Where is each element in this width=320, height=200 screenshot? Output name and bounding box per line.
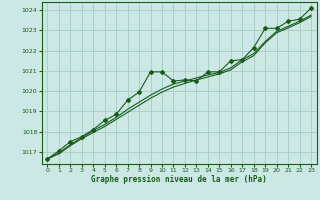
X-axis label: Graphe pression niveau de la mer (hPa): Graphe pression niveau de la mer (hPa): [91, 175, 267, 184]
